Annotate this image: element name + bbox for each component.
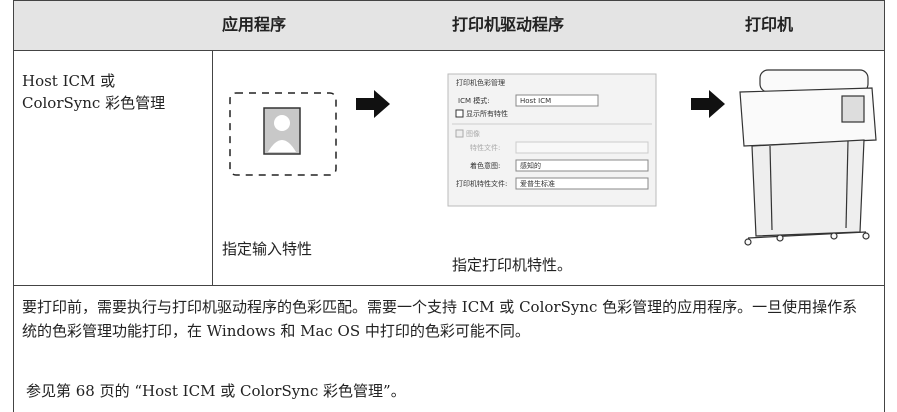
- header-cell: 打印机驱动程序: [452, 15, 565, 34]
- dialog-checkbox-label: 显示所有特性: [466, 109, 508, 118]
- dialog-label: 着色意图:: [470, 161, 500, 170]
- table-borders: [13, 0, 885, 412]
- row-label: Host ICM 或 ColorSync 彩色管理: [22, 72, 166, 112]
- header-background: [13, 0, 885, 50]
- dialog-title: 打印机色彩管理: [456, 78, 505, 87]
- dialog-checkbox-label: 图像: [466, 129, 480, 138]
- portrait-head: [274, 115, 290, 131]
- dialog-value: 感知的: [520, 161, 541, 170]
- dialog-value: Host ICM: [520, 97, 551, 105]
- dialog-label: ICM 模式:: [458, 96, 490, 105]
- caption: 指定打印机特性。: [452, 256, 573, 274]
- driver-dialog: 打印机色彩管理 ICM 模式: Host ICM 显示所有特性 图像 特性文件:…: [447, 73, 657, 207]
- printer-illustration: [739, 69, 877, 246]
- dialog-label: 打印机特性文件:: [456, 179, 507, 188]
- caption: 指定输入特性: [222, 240, 313, 258]
- header-cell: 应用程序: [222, 15, 287, 34]
- dialog-value: 爱普生标准: [520, 179, 555, 188]
- arrow: [691, 90, 725, 118]
- dialog-label: 特性文件:: [470, 143, 500, 152]
- arrow: [356, 90, 390, 118]
- note-text: 要打印前，需要执行与打印机驱动程序的色彩匹配。需要一个支持 ICM 或 Colo…: [22, 298, 858, 340]
- header-cell: 打印机: [745, 15, 794, 34]
- note-reference: 参见第 68 页的 “Host ICM 或 ColorSync 彩色管理”。: [26, 382, 406, 400]
- portrait-body: [268, 140, 296, 152]
